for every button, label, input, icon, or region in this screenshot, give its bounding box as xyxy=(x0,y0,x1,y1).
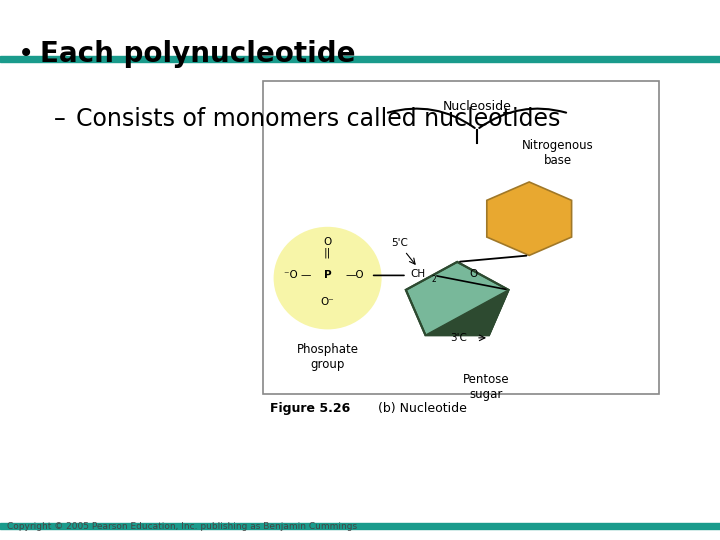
Text: 3'C: 3'C xyxy=(451,333,467,343)
Text: O⁻: O⁻ xyxy=(320,297,335,307)
Polygon shape xyxy=(426,290,508,335)
Text: CH: CH xyxy=(410,269,426,279)
Text: Copyright © 2005 Pearson Education, Inc. publishing as Benjamin Cummings: Copyright © 2005 Pearson Education, Inc.… xyxy=(7,522,357,531)
Text: –: – xyxy=(54,107,66,131)
Text: Consists of monomers called nucleotides: Consists of monomers called nucleotides xyxy=(76,107,560,131)
Text: Pentose
sugar: Pentose sugar xyxy=(463,373,509,401)
Text: ⁻O —: ⁻O — xyxy=(284,271,311,280)
Ellipse shape xyxy=(274,227,382,329)
Text: (b) Nucleotide: (b) Nucleotide xyxy=(378,402,467,415)
Text: •: • xyxy=(18,40,35,68)
Bar xyxy=(0,56,720,62)
Bar xyxy=(263,81,659,394)
Text: 2: 2 xyxy=(431,275,436,284)
Text: P: P xyxy=(324,271,331,280)
Text: Nitrogenous
base: Nitrogenous base xyxy=(522,139,594,167)
Text: O: O xyxy=(323,237,332,247)
Text: ||: || xyxy=(324,247,331,258)
Text: O: O xyxy=(469,269,477,279)
Text: Phosphate
group: Phosphate group xyxy=(297,343,359,371)
Polygon shape xyxy=(487,182,572,255)
Text: Nucleoside: Nucleoside xyxy=(443,100,511,113)
Polygon shape xyxy=(406,262,508,335)
Text: Figure 5.26: Figure 5.26 xyxy=(270,402,350,415)
Bar xyxy=(0,523,720,529)
Text: 5'C: 5'C xyxy=(391,238,408,248)
Text: —O: —O xyxy=(346,271,364,280)
Text: Each polynucleotide: Each polynucleotide xyxy=(40,40,355,68)
